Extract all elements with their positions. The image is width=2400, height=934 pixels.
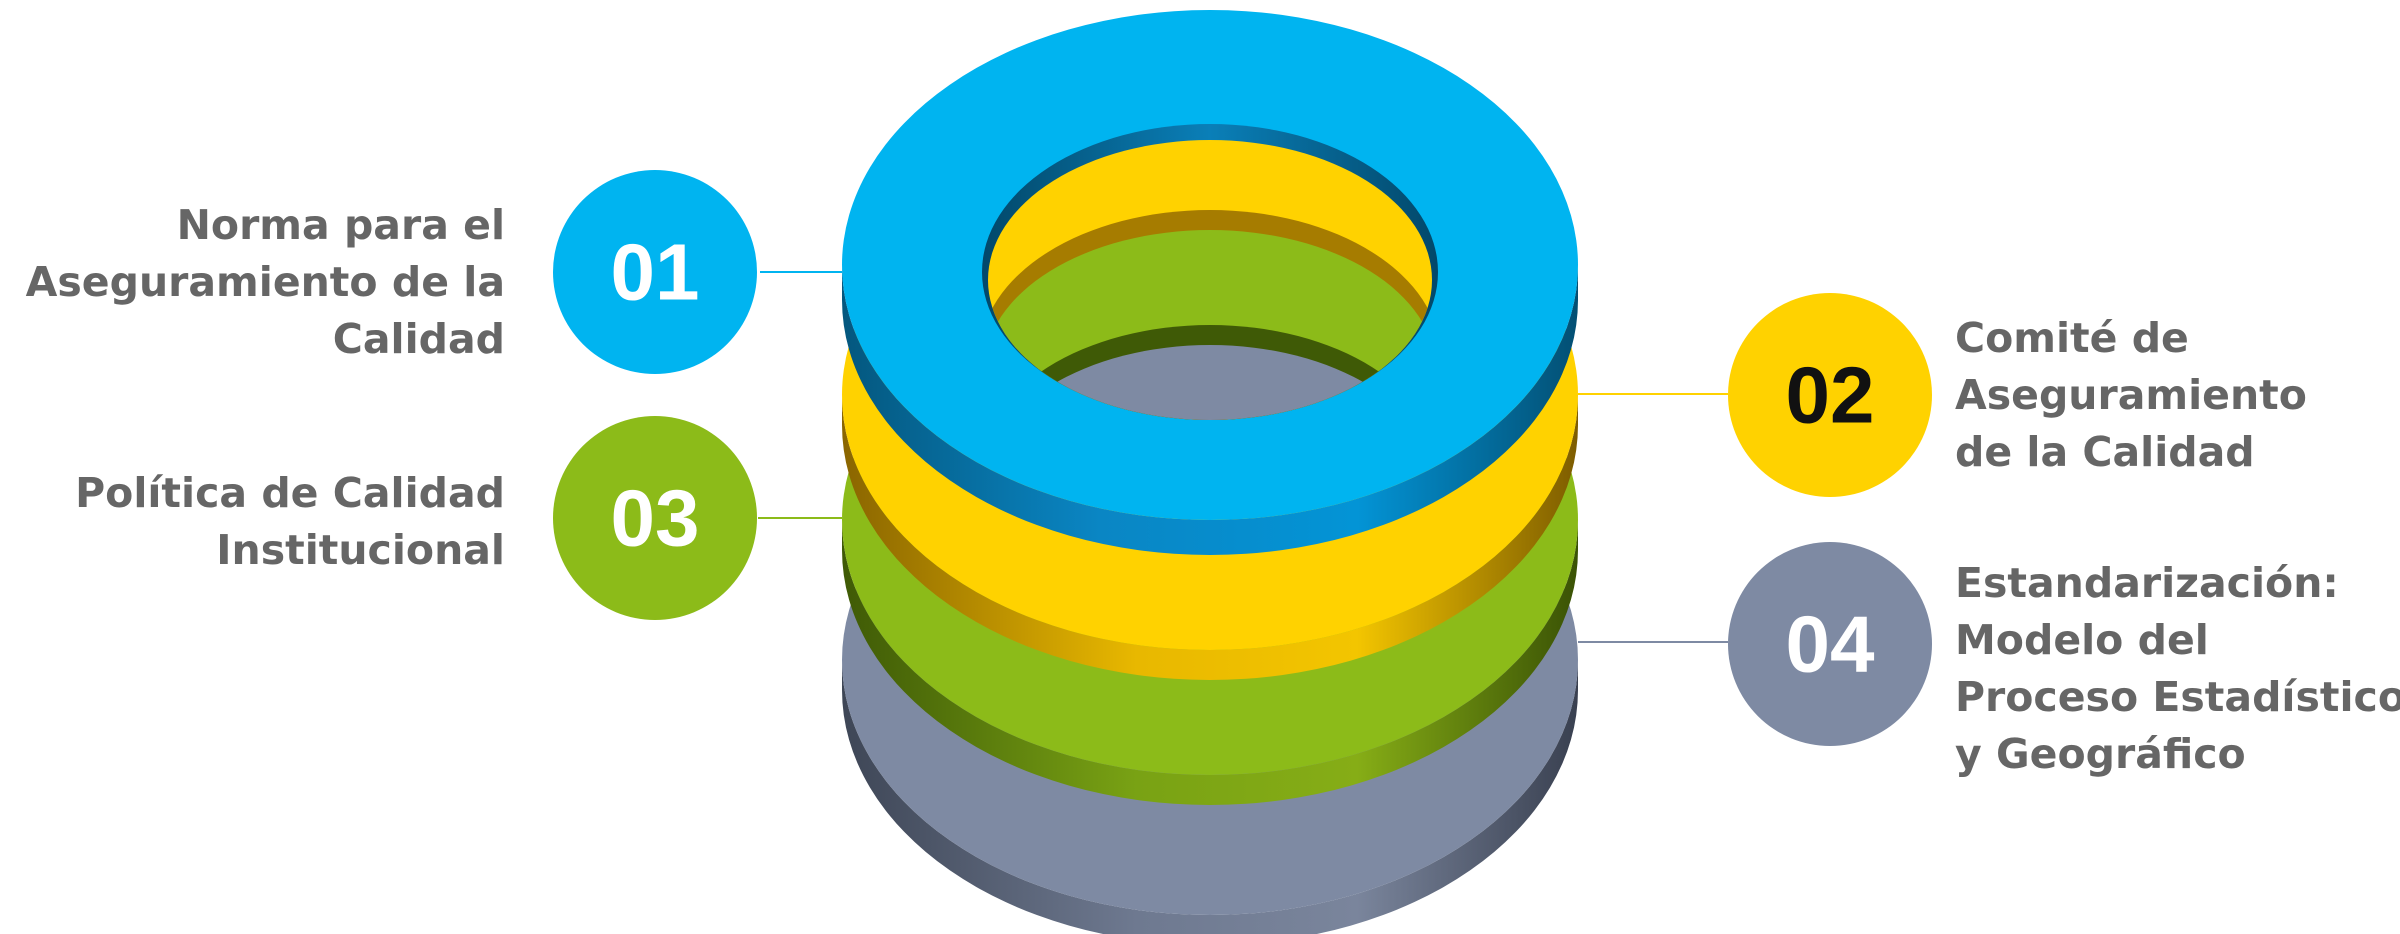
badge-03-number: 03 [611,474,700,563]
badge-04-number: 04 [1786,600,1875,689]
label-02: Comité de Aseguramiento de la Calidad [1955,310,2307,481]
label-04-line-1: Estandarización: [1955,559,2339,607]
label-04-line-2: Modelo del [1955,616,2209,664]
label-03-line-2: Institucional [216,526,505,574]
label-01: Norma para el Aseguramiento de la Calida… [26,197,505,368]
label-01-line-1: Norma para el [176,201,505,249]
badge-02: 02 [1728,293,1932,497]
badge-01: 01 [553,170,757,374]
badge-03: 03 [553,416,757,620]
label-03: Política de Calidad Institucional [75,465,505,579]
ring-01 [842,10,1578,555]
badge-01-number: 01 [611,228,700,317]
label-02-line-1: Comité de [1955,314,2189,362]
label-02-line-2: Aseguramiento [1955,371,2307,419]
label-01-line-3: Calidad [332,315,505,363]
label-04: Estandarización: Modelo del Proceso Esta… [1955,555,2400,783]
badge-04: 04 [1728,542,1932,746]
label-01-line-2: Aseguramiento de la [25,258,505,306]
label-02-line-3: de la Calidad [1955,428,2255,476]
badge-02-number: 02 [1786,351,1875,440]
label-04-line-4: y Geográfico [1955,730,2246,778]
label-03-line-1: Política de Calidad [75,469,505,517]
label-04-line-3: Proceso Estadístico [1955,673,2400,721]
